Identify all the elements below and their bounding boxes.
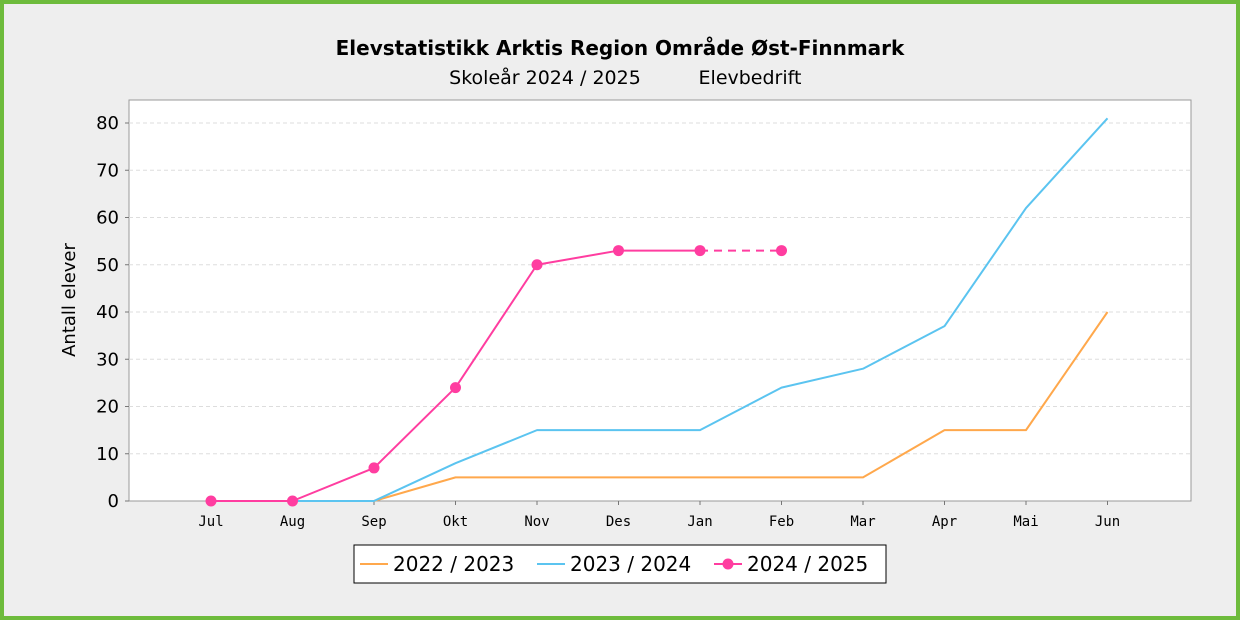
data-point xyxy=(613,245,624,257)
y-tick-label: 30 xyxy=(96,349,119,370)
legend-label-2: 2024 / 2025 xyxy=(747,552,868,576)
x-tick-label: Mai xyxy=(1013,514,1038,530)
y-axis-label: Antall elever xyxy=(59,242,80,356)
y-axis-ticks: 0 10 20 30 40 50 60 70 80 xyxy=(96,113,129,512)
grid-lines xyxy=(129,122,1191,455)
x-tick-label: Okt xyxy=(443,514,468,530)
data-point xyxy=(694,245,706,257)
x-tick-label: Des xyxy=(606,514,631,530)
chart-subtitle-year: Skoleår 2024 / 2025 xyxy=(449,66,641,89)
legend-box xyxy=(353,544,887,584)
x-tick-label: Nov xyxy=(524,514,549,530)
legend-label-0: 2022 / 2023 xyxy=(393,552,514,576)
legend-marker-2 xyxy=(722,558,734,570)
y-tick-label: 60 xyxy=(96,208,119,229)
chart-subtitle-type: Elevbedrift xyxy=(699,67,802,89)
y-tick-label: 80 xyxy=(96,113,119,134)
y-tick-label: 10 xyxy=(96,444,119,465)
x-tick-label: Jan xyxy=(687,514,712,530)
plot-area xyxy=(128,99,1192,502)
chart-title: Elevstatistikk Arktis Region Område Øst-… xyxy=(336,36,905,60)
x-tick-label: Jul xyxy=(198,514,223,530)
y-tick-label: 20 xyxy=(96,397,119,418)
x-tick-label: Aug xyxy=(280,514,305,530)
data-point xyxy=(205,495,217,507)
legend: 2022 / 2023 2023 / 2024 2024 / 2025 xyxy=(353,544,887,584)
data-point xyxy=(368,462,380,474)
y-tick-label: 50 xyxy=(96,255,119,276)
x-tick-label: Apr xyxy=(932,514,957,530)
y-tick-label: 40 xyxy=(96,302,119,323)
x-tick-label: Feb xyxy=(769,514,794,530)
x-tick-label: Jun xyxy=(1095,514,1120,530)
y-tick-label: 70 xyxy=(96,160,119,181)
x-tick-label: Sep xyxy=(361,514,386,530)
legend-label-1: 2023 / 2024 xyxy=(570,552,691,576)
y-tick-label: 0 xyxy=(108,491,119,512)
data-point xyxy=(776,245,787,257)
data-point xyxy=(450,382,461,394)
x-tick-label: Mar xyxy=(850,514,875,530)
series-line-1 xyxy=(211,117,1109,502)
data-point xyxy=(287,495,298,507)
series-lines xyxy=(205,117,1109,507)
x-axis-ticks: Jul Aug Sep Okt Nov Des Jan Feb Mar Apr Mai Jun xyxy=(198,501,1120,530)
data-point xyxy=(531,259,543,271)
